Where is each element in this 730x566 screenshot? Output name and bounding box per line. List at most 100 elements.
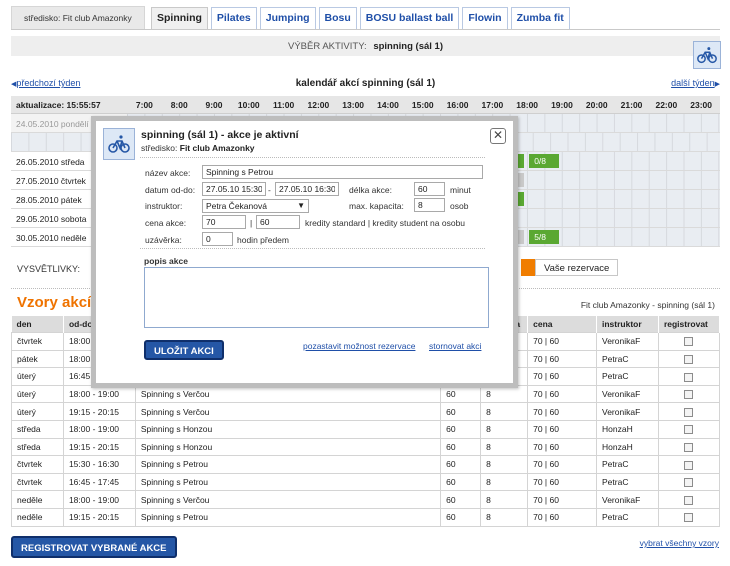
table-cell: PetraC (596, 455, 659, 474)
register-checkbox[interactable] (684, 355, 694, 365)
table-cell: Spinning s Honzou (134, 437, 442, 457)
capacity-input[interactable] (414, 198, 445, 212)
next-week-link[interactable]: další týden (671, 78, 715, 88)
register-checkbox[interactable] (684, 442, 694, 452)
tab-3[interactable]: Bosu (318, 7, 357, 29)
arrow-right-icon: ▶ (714, 81, 720, 88)
table-cell: 19:15 - 20:15 (62, 402, 136, 421)
price-label: cena akce: (145, 218, 187, 228)
table-row: úterý 19:15 - 20:15 Spinning s Verčou 60 8 70… (11, 402, 721, 421)
pause-reservation-link[interactable]: pozastavit možnost rezervace (303, 341, 416, 351)
table-cell: úterý (11, 384, 64, 404)
date-separator: - (268, 185, 271, 195)
table-cell: 70 | 60 (527, 384, 597, 404)
date-label: datum od-do: (145, 185, 196, 195)
event-modal: spinning (sál 1) - akce je aktivní střed… (91, 116, 518, 388)
table-cell: 70 | 60 (527, 419, 597, 439)
save-event-button[interactable]: ULOŽIT AKCI (144, 340, 224, 360)
register-checkbox[interactable] (684, 513, 694, 523)
table-cell: čtvrtek (11, 455, 64, 474)
table-cell: 60 (440, 455, 482, 474)
column-header: instruktor (596, 316, 659, 333)
close-icon[interactable]: ✕ (490, 128, 506, 144)
table-cell: 18:00 - 19:00 (62, 419, 136, 439)
price-standard-input[interactable] (202, 215, 246, 229)
modal-title: spinning (sál 1) - akce je aktivní (141, 129, 299, 141)
tab-4[interactable]: BOSU ballast ball (359, 7, 460, 29)
register-checkbox[interactable] (684, 495, 694, 505)
templates-subtitle: Fit club Amazonky - spinning (sál 1) (580, 300, 715, 310)
hour-label: 18:00 (516, 100, 539, 110)
calendar-title: kalendář akcí spinning (sál 1) (295, 78, 436, 89)
hour-label: 23:00 (690, 100, 713, 110)
table-cell: 16:45 - 17:45 (62, 472, 136, 492)
instructor-select[interactable]: Petra Čekanová ▼ (202, 199, 309, 213)
table-cell: HonzaH (596, 419, 659, 439)
description-textarea[interactable] (144, 267, 489, 328)
column-header: registrovat (658, 316, 721, 333)
date-from-input[interactable] (202, 182, 266, 196)
table-cell: 70 | 60 (527, 455, 597, 474)
table-cell: pátek (11, 349, 64, 369)
name-input[interactable] (202, 165, 483, 179)
legend: Vaše rezervace (521, 259, 619, 276)
event-slot[interactable]: 0/8 (529, 154, 560, 168)
table-cell: Spinning s Verčou (134, 402, 442, 421)
center-label: středisko: Fit club Amazonky (11, 6, 145, 30)
closing-unit: hodin předem (237, 235, 289, 245)
select-all-link[interactable]: vybrat všechny vzory (639, 538, 719, 548)
cancel-event-link[interactable]: stornovat akci (429, 341, 482, 351)
tab-5[interactable]: Flowin (462, 7, 508, 29)
hour-label: 16:00 (446, 100, 469, 110)
register-checkbox[interactable] (684, 372, 694, 382)
table-cell: 8 (480, 419, 529, 439)
register-selected-button[interactable]: REGISTROVAT VYBRANÉ AKCE (11, 536, 177, 558)
table-cell: VeronikaF (596, 332, 659, 351)
register-checkbox[interactable] (684, 478, 694, 488)
table-cell: PetraC (596, 507, 659, 527)
tab-0[interactable]: Spinning (151, 7, 208, 29)
tab-6[interactable]: Zumba fit (510, 7, 570, 29)
hour-label: 17:00 (481, 100, 504, 110)
table-row: středa 19:15 - 20:15 Spinning s Honzou 60 8 7… (11, 437, 721, 457)
table-cell: VeronikaF (596, 402, 659, 421)
modal-center-name: Fit club Amazonky (179, 143, 255, 153)
table-cell: úterý (11, 367, 64, 386)
event-slot[interactable]: 5/8 (529, 230, 560, 244)
activity-value: spinning (sál 1) (373, 41, 443, 52)
table-cell: 70 | 60 (527, 349, 597, 369)
register-checkbox[interactable] (684, 460, 694, 470)
length-label: délka akce: (349, 185, 392, 195)
register-checkbox[interactable] (684, 425, 694, 435)
table-cell: středa (11, 437, 64, 457)
tab-divider (11, 29, 720, 30)
bicycle-icon[interactable] (693, 41, 721, 69)
date-to-input[interactable] (275, 182, 339, 196)
closing-input[interactable] (202, 232, 233, 246)
table-cell: 60 (440, 437, 482, 457)
table-cell: Spinning s Honzou (134, 419, 442, 439)
register-checkbox[interactable] (684, 407, 694, 417)
table-cell: VeronikaF (596, 490, 659, 509)
table-cell: HonzaH (596, 437, 659, 457)
hour-label: 12:00 (307, 100, 330, 110)
length-input[interactable] (414, 182, 445, 196)
hour-label: 14:00 (377, 100, 399, 110)
register-cell (657, 367, 721, 386)
table-cell: 19:15 - 20:15 (62, 507, 136, 527)
prev-week-link[interactable]: předchozí týden (16, 78, 81, 88)
register-cell (657, 472, 721, 492)
table-cell: neděle (11, 507, 64, 527)
table-cell: 15:30 - 16:30 (62, 455, 136, 474)
reservation-swatch (521, 259, 535, 276)
hour-label: 8:00 (170, 100, 188, 110)
hour-label: 22:00 (655, 100, 678, 110)
register-cell (657, 402, 721, 421)
tab-1[interactable]: Pilates (210, 7, 257, 29)
table-cell: PetraC (596, 367, 659, 386)
register-checkbox[interactable] (684, 390, 694, 400)
table-cell: 8 (480, 437, 529, 457)
price-student-input[interactable] (256, 215, 300, 229)
tab-2[interactable]: Jumping (259, 7, 316, 29)
register-checkbox[interactable] (684, 337, 694, 347)
